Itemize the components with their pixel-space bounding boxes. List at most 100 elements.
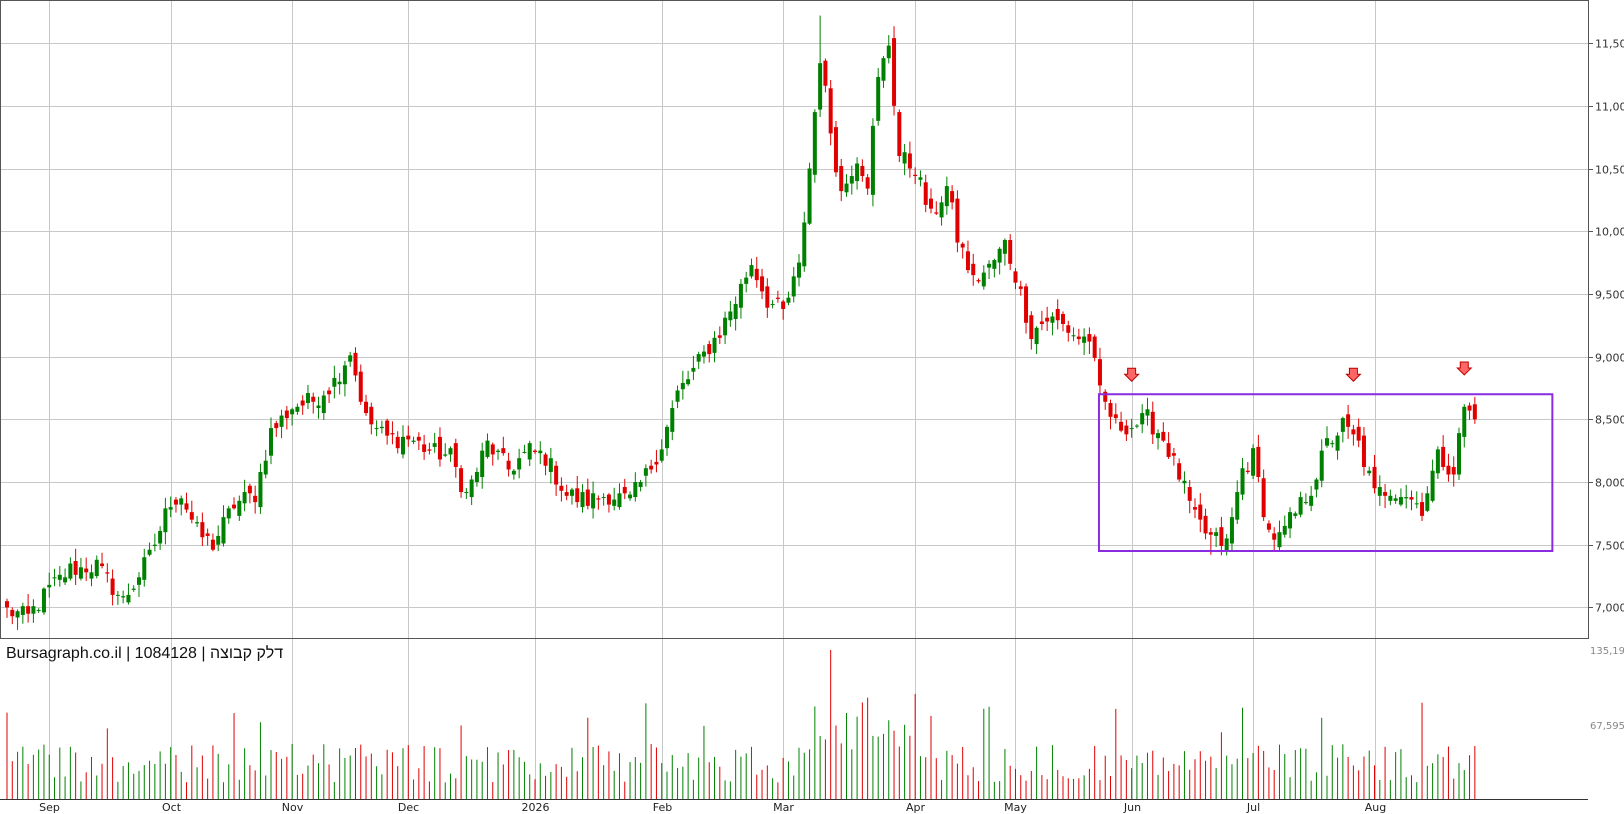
candle — [469, 475, 474, 505]
time-axis: Sep Oct Nov Dec 2026 Feb Mar Apr May Jun Jul Aug — [39, 801, 1386, 814]
candle — [1457, 427, 1461, 481]
candle — [606, 493, 611, 513]
candle — [987, 260, 992, 279]
candle — [1045, 306, 1050, 331]
candle — [1346, 405, 1351, 439]
candle — [1240, 457, 1245, 501]
candle — [1166, 432, 1171, 459]
candle — [10, 607, 15, 625]
candle — [1134, 424, 1139, 429]
candle — [612, 487, 617, 511]
candle — [205, 528, 210, 546]
candle — [1293, 511, 1298, 519]
candle — [1425, 486, 1430, 513]
candle — [1050, 312, 1055, 336]
candle — [770, 299, 775, 309]
candle — [1298, 491, 1303, 518]
candle — [1393, 494, 1398, 504]
candle — [617, 483, 622, 510]
candle — [797, 254, 801, 287]
candle — [1383, 484, 1388, 508]
candle — [474, 467, 479, 487]
candle — [342, 360, 347, 397]
candle — [802, 211, 807, 272]
candle — [918, 170, 923, 187]
candle — [327, 387, 332, 404]
candle — [707, 340, 712, 363]
candle — [1420, 492, 1425, 522]
candle — [1388, 489, 1393, 506]
price-tick-label: 7,500 — [1595, 540, 1624, 553]
price-tick-label: 7,000 — [1595, 602, 1624, 615]
candle — [253, 485, 258, 514]
month-tick-label: Mar — [773, 801, 794, 814]
candle — [680, 370, 685, 400]
candle — [300, 395, 305, 415]
price-panel-border — [0, 0, 1589, 639]
candle — [395, 431, 400, 454]
candle — [57, 566, 62, 587]
candle — [1288, 507, 1293, 539]
candle — [1435, 446, 1440, 479]
candle — [548, 447, 553, 484]
candle — [200, 512, 205, 546]
candle — [1462, 404, 1467, 448]
candle — [876, 68, 881, 126]
candle — [601, 493, 606, 506]
candle — [1161, 422, 1166, 443]
candle — [1129, 418, 1134, 438]
candle — [15, 609, 20, 630]
candle — [691, 355, 696, 380]
candle — [1203, 508, 1208, 540]
candle — [390, 421, 395, 445]
candle — [738, 278, 743, 319]
candle — [1071, 327, 1076, 342]
candle — [131, 585, 136, 592]
candle — [675, 385, 680, 409]
candle — [1082, 328, 1087, 355]
candle — [1404, 484, 1409, 509]
candle — [591, 481, 596, 519]
price-tick-label: 9,000 — [1595, 352, 1624, 365]
candle — [353, 347, 358, 382]
candle — [100, 552, 105, 569]
candle — [147, 542, 152, 557]
candle — [559, 477, 564, 502]
candle — [316, 396, 321, 419]
candle — [115, 590, 120, 605]
candle — [833, 120, 838, 177]
candle — [643, 464, 648, 487]
candle — [1066, 320, 1071, 342]
volume-tick-label: 135,190 — [1590, 646, 1624, 657]
candle — [712, 331, 717, 363]
month-tick-label: Nov — [282, 801, 304, 814]
candle — [944, 176, 949, 215]
candle — [411, 436, 416, 445]
candle — [437, 427, 442, 467]
candle — [1409, 490, 1414, 511]
candle — [1451, 456, 1456, 487]
candle — [26, 594, 31, 623]
candle — [374, 420, 379, 437]
candle — [490, 442, 495, 466]
candle — [1182, 471, 1187, 494]
candle — [274, 420, 279, 437]
candle — [1008, 234, 1013, 271]
candle — [158, 526, 163, 550]
candle — [564, 484, 569, 501]
candle — [1335, 432, 1340, 460]
candle — [63, 568, 68, 585]
candle — [1087, 327, 1092, 354]
candle — [907, 141, 912, 178]
candle — [1277, 520, 1282, 552]
candle — [849, 165, 854, 195]
candle — [533, 449, 537, 454]
candle — [295, 403, 300, 415]
month-tick-label: Apr — [906, 801, 926, 814]
candle — [1414, 491, 1419, 509]
candle — [913, 167, 918, 185]
candle — [1266, 520, 1271, 533]
candle — [1029, 311, 1034, 350]
candle — [981, 265, 986, 290]
